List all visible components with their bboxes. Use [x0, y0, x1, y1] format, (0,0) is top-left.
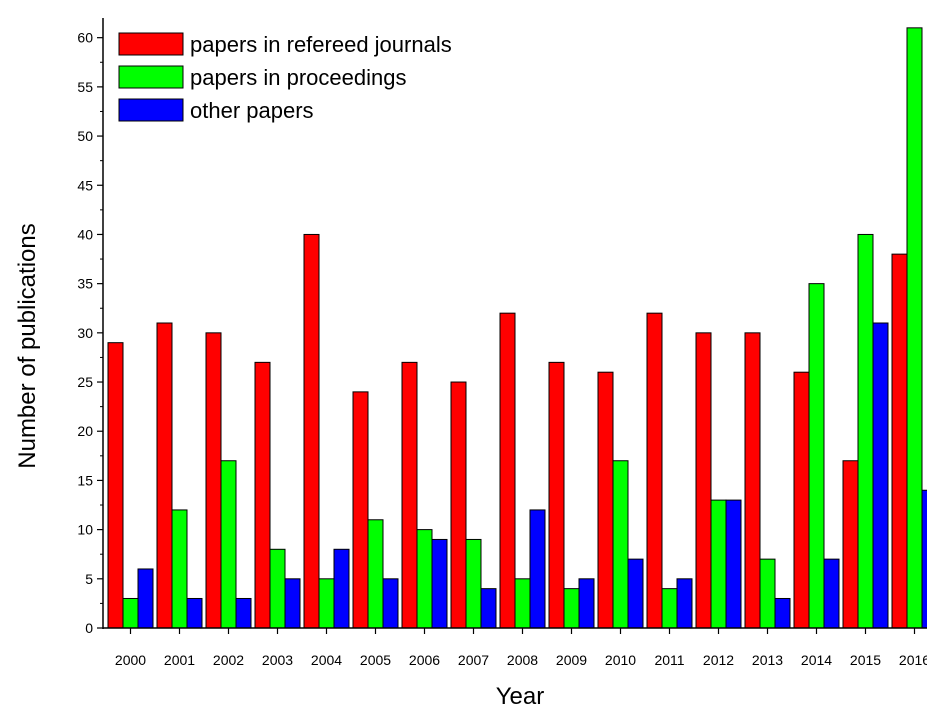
bar-2005-journals — [352, 391, 369, 629]
x-tick-label-2014: 2014 — [801, 652, 832, 668]
y-tick-label-25: 25 — [77, 374, 93, 390]
bar-2000-proceedings — [122, 597, 139, 629]
bar-2013-journals — [744, 332, 761, 629]
bar-2012-proceedings — [710, 499, 727, 629]
bar-2015-journals — [842, 460, 859, 629]
legend-label-proceedings: papers in proceedings — [190, 65, 406, 90]
y-tick-label-50: 50 — [77, 128, 93, 144]
bar-2007-proceedings — [465, 538, 482, 629]
bar-2016-proceedings — [906, 27, 923, 629]
y-tick-label-15: 15 — [77, 472, 93, 488]
x-axis-title: Year — [496, 683, 545, 709]
bar-2014-proceedings — [808, 283, 825, 629]
y-tick-label-60: 60 — [77, 30, 93, 46]
bar-2002-journals — [205, 332, 222, 629]
legend-swatch-proceedings — [118, 65, 184, 89]
bar-2014-other — [823, 558, 840, 629]
x-tick-label-2009: 2009 — [556, 652, 587, 668]
x-tick-label-2002: 2002 — [213, 652, 244, 668]
bar-2002-proceedings — [220, 460, 237, 629]
x-tick-label-2004: 2004 — [311, 652, 342, 668]
y-tick-label-5: 5 — [85, 571, 93, 587]
y-axis-title: Number of publications — [14, 223, 41, 468]
bar-2011-journals — [646, 312, 663, 629]
bar-2008-other — [529, 509, 546, 629]
y-tick-label-35: 35 — [77, 276, 93, 292]
x-tick-label-2016: 2016 — [899, 652, 927, 668]
x-tick-label-2006: 2006 — [409, 652, 440, 668]
legend: papers in refereed journals papers in pro… — [118, 32, 452, 123]
bar-2009-other — [578, 578, 595, 629]
bar-2004-proceedings — [318, 578, 335, 629]
y-tick-label-45: 45 — [77, 177, 93, 193]
x-tick-label-2000: 2000 — [115, 652, 146, 668]
bar-2002-other — [235, 597, 252, 629]
bar-2006-journals — [401, 361, 418, 629]
x-tick-label-2007: 2007 — [458, 652, 489, 668]
bar-2009-journals — [548, 361, 565, 629]
x-tick-label-2010: 2010 — [605, 652, 636, 668]
bar-2000-journals — [107, 342, 124, 629]
bar-2005-other — [382, 578, 399, 629]
legend-label-other: other papers — [190, 98, 314, 123]
bar-2010-other — [627, 558, 644, 629]
bar-2001-proceedings — [171, 509, 188, 629]
bar-2014-journals — [793, 371, 810, 629]
bar-2003-journals — [254, 361, 271, 629]
bar-2011-proceedings — [661, 588, 678, 629]
y-ticks-layer: 0 5 10 15 20 25 30 35 40 45 50 55 60 — [77, 30, 103, 636]
bar-2013-proceedings — [759, 558, 776, 629]
bar-2004-journals — [303, 233, 320, 629]
bar-2001-journals — [156, 322, 173, 629]
bar-2012-journals — [695, 332, 712, 629]
x-tick-label-2008: 2008 — [507, 652, 538, 668]
bar-2007-journals — [450, 381, 467, 629]
axes-layer — [102, 18, 927, 629]
bar-2006-proceedings — [416, 529, 433, 629]
y-tick-label-20: 20 — [77, 423, 93, 439]
legend-swatch-journals — [118, 32, 184, 56]
bar-2010-journals — [597, 371, 614, 629]
bar-2004-other — [333, 548, 350, 629]
bar-2016-other — [921, 489, 927, 629]
y-tick-label-0: 0 — [85, 620, 93, 636]
x-tick-label-2015: 2015 — [850, 652, 881, 668]
x-tick-label-2003: 2003 — [262, 652, 293, 668]
legend-swatch-other — [118, 98, 184, 122]
x-ticks-layer: 2000 2001 2002 2003 2004 2005 2006 2007 2008 2009… — [115, 628, 927, 668]
y-tick-label-10: 10 — [77, 522, 93, 538]
bar-2010-proceedings — [612, 460, 629, 629]
bar-2009-proceedings — [563, 588, 580, 629]
legend-label-journals: papers in refereed journals — [190, 32, 452, 57]
bar-2011-other — [676, 578, 693, 629]
bar-2005-proceedings — [367, 519, 384, 629]
x-tick-label-2005: 2005 — [360, 652, 391, 668]
y-tick-label-40: 40 — [77, 226, 93, 242]
bar-2008-journals — [499, 312, 516, 629]
bar-2001-other — [186, 597, 203, 629]
x-tick-label-2011: 2011 — [654, 652, 684, 668]
y-tick-label-55: 55 — [77, 79, 93, 95]
bar-2015-other — [872, 322, 889, 629]
bar-2013-other — [774, 597, 791, 629]
bar-2000-other — [137, 568, 154, 629]
x-tick-label-2001: 2001 — [164, 652, 195, 668]
x-tick-label-2012: 2012 — [703, 652, 734, 668]
bar-2003-other — [284, 578, 301, 629]
bar-2003-proceedings — [269, 548, 286, 629]
bar-2012-other — [725, 499, 742, 629]
bar-2007-other — [480, 588, 497, 629]
bar-2008-proceedings — [514, 578, 531, 629]
x-tick-label-2013: 2013 — [752, 652, 783, 668]
bar-2006-other — [431, 538, 448, 629]
bar-2015-proceedings — [857, 233, 874, 629]
bar-2016-journals — [891, 253, 908, 629]
y-tick-label-30: 30 — [77, 325, 93, 341]
